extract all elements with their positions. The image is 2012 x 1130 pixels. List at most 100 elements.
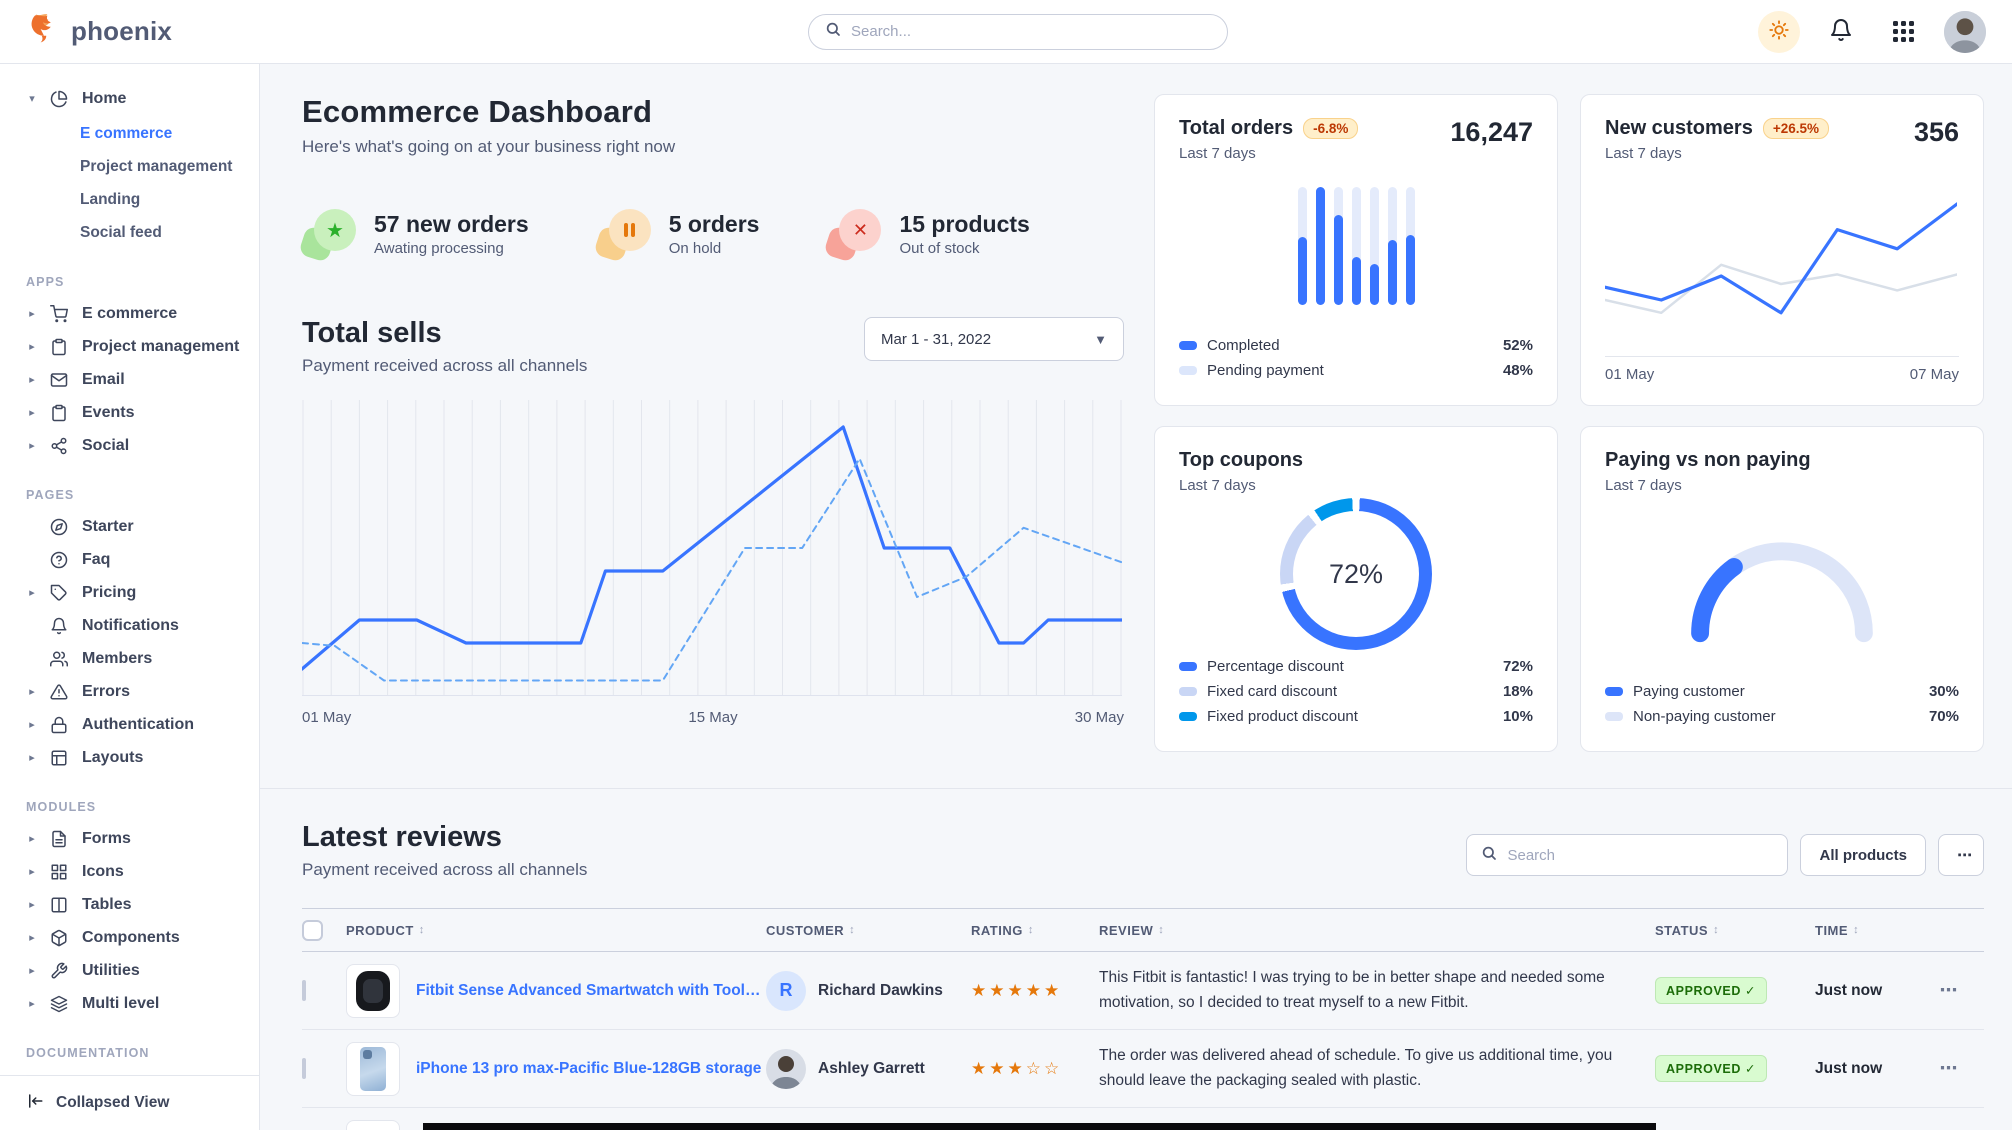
select-all-checkbox[interactable] [302, 919, 323, 941]
legend-row-fixed-product-discount: Fixed product discount 10% [1179, 704, 1533, 729]
caret-right-icon: ▸ [29, 440, 35, 452]
row-checkbox[interactable] [302, 979, 306, 1001]
total-sells-chart: 01 May 15 May 30 May [300, 400, 1124, 726]
caret-down-icon: ▾ [29, 93, 35, 105]
reviews-more-button[interactable]: ⋯ [1938, 834, 1984, 876]
status-badge: APPROVED ✓ [1655, 977, 1768, 1004]
file-text-icon [50, 829, 70, 849]
order-bar [1405, 186, 1415, 305]
bottom-strip [423, 1123, 1656, 1130]
column-header-time[interactable]: TIME ↕ [1815, 922, 1860, 938]
stat-sublabel: Out of stock [899, 240, 980, 257]
stat-sublabel: On hold [668, 240, 722, 257]
paying-legend: Paying customer 30% Non-paying customer 70… [1605, 679, 1959, 729]
sidebar-item-events[interactable]: ▸ Events [0, 396, 259, 429]
legend-row-fixed-card-discount: Fixed card discount 18% [1179, 679, 1533, 704]
sidebar-item-email[interactable]: ▸ Email [0, 363, 259, 396]
sidebar-item-starter[interactable]: Starter [0, 510, 259, 543]
grid-dots-icon [1892, 21, 1914, 42]
stat-sublabel: Awating processing [374, 240, 504, 257]
all-products-button[interactable]: All products [1800, 834, 1926, 876]
total-sells-x-axis: 01 May 15 May 30 May [302, 709, 1124, 726]
sidebar-item-label: Tables [82, 895, 132, 913]
collapse-label: Collapsed View [56, 1094, 170, 1111]
total-orders-value: 16,247 [1450, 117, 1533, 147]
sidebar-item-faq[interactable]: Faq [0, 543, 259, 576]
global-search-input[interactable] [851, 23, 1211, 40]
help-circle-icon [50, 550, 70, 570]
stat-value: 57 new orders [374, 211, 529, 237]
sidebar-subitem-e-commerce[interactable]: E commerce [80, 124, 173, 142]
sidebar-item-multi-level[interactable]: ▸ Multi level [0, 987, 259, 1020]
sidebar-item-e-commerce[interactable]: ▸ E commerce [0, 297, 259, 330]
tool-icon [50, 961, 70, 981]
sidebar-item-label: Events [82, 403, 135, 421]
chevron-down-icon: ▼ [1094, 331, 1107, 347]
latest-reviews-section: Latest reviews Payment received across a… [302, 821, 1984, 1130]
sidebar-item-project-management[interactable]: ▸ Project management [0, 330, 259, 363]
sidebar-subitem-social-feed[interactable]: Social feed [80, 223, 162, 241]
product-thumbnail[interactable] [346, 1119, 400, 1130]
product-thumbnail[interactable] [346, 1041, 400, 1096]
theme-toggle-button[interactable] [1758, 10, 1800, 53]
sidebar-item-social[interactable]: ▸ Social [0, 429, 259, 462]
sidebar-item-forms[interactable]: ▸ Forms [0, 822, 259, 855]
notifications-button[interactable] [1820, 11, 1862, 53]
row-checkbox[interactable] [302, 1057, 306, 1079]
clipboard-icon [50, 403, 70, 423]
reviews-search[interactable] [1466, 834, 1789, 876]
column-header-product[interactable]: PRODUCT ↕ [346, 922, 425, 938]
sidebar-item-utilities[interactable]: ▸ Utilities [0, 954, 259, 987]
row-more-button[interactable]: ⋯ [1939, 980, 1959, 1000]
reviews-search-input[interactable] [1507, 846, 1774, 864]
column-header-customer[interactable]: CUSTOMER ↕ [766, 922, 856, 938]
sidebar-item-components[interactable]: ▸ Components [0, 921, 259, 954]
legend-chip [1179, 366, 1197, 375]
sort-icon: ↕ [1027, 924, 1034, 936]
product-link[interactable]: Fitbit Sense Advanced Smartwatch with To… [416, 981, 766, 999]
column-header-status[interactable]: STATUS ↕ [1655, 922, 1720, 938]
column-header-review[interactable]: REVIEW ↕ [1099, 922, 1165, 938]
sidebar-item-label: Multi level [82, 994, 160, 1012]
total-sells-title: Total sells [302, 317, 442, 349]
caret-right-icon: ▸ [29, 374, 35, 386]
sidebar-item-members[interactable]: Members [0, 642, 259, 675]
page-title: Ecommerce Dashboard [302, 94, 653, 129]
legend-row-pending-payment: Pending payment 48% [1179, 358, 1533, 383]
row-more-button[interactable]: ⋯ [1939, 1058, 1959, 1078]
total-orders-badge: -6.8% [1303, 118, 1359, 139]
sidebar-item-pricing[interactable]: ▸ Pricing [0, 576, 259, 609]
legend-chip [1179, 662, 1197, 671]
product-thumbnail[interactable] [346, 963, 400, 1018]
collapse-sidebar-button[interactable]: Collapsed View [0, 1075, 259, 1130]
sidebar-subitem-project-management[interactable]: Project management [80, 157, 233, 175]
compass-icon [50, 517, 70, 537]
global-search[interactable] [808, 13, 1228, 50]
order-bar [1297, 186, 1307, 305]
sidebar-item-layouts[interactable]: ▸ Layouts [0, 741, 259, 774]
sidebar-item-notifications[interactable]: Notifications [0, 609, 259, 642]
user-avatar[interactable] [1944, 10, 1986, 53]
donut-center-label: 72% [1328, 558, 1384, 589]
sidebar-subitem-landing[interactable]: Landing [80, 190, 141, 208]
caret-right-icon: ▸ [29, 965, 35, 977]
legend-chip [1179, 341, 1197, 350]
phoenix-flame-icon [26, 11, 62, 52]
sidebar-item-icons[interactable]: ▸ Icons [0, 855, 259, 888]
sidebar-item-tables[interactable]: ▸ Tables [0, 888, 259, 921]
product-link[interactable]: iPhone 13 pro max-Pacific Blue-128GB sto… [416, 1059, 762, 1077]
brand-logo[interactable]: phoenix [26, 11, 266, 52]
sidebar-section-modules: MODULES [26, 800, 97, 814]
apps-menu-button[interactable] [1882, 11, 1924, 53]
sidebar-item-authentication[interactable]: ▸ Authentication [0, 708, 259, 741]
x-tick-label: 30 May [1074, 709, 1124, 726]
stat-15-products: ✕ 15 products Out of stock [823, 209, 1030, 263]
caret-right-icon: ▸ [29, 341, 35, 353]
new-customers-value: 356 [1913, 117, 1959, 147]
sidebar-item-errors[interactable]: ▸ Errors [0, 675, 259, 708]
sidebar-item-home[interactable]: ▾ Home [0, 82, 259, 115]
tag-icon [50, 583, 70, 603]
date-range-select[interactable]: Mar 1 - 31, 2022 ▼ [864, 317, 1124, 361]
sidebar-item-label: Components [82, 928, 180, 946]
column-header-rating[interactable]: RATING ↕ [971, 922, 1034, 938]
